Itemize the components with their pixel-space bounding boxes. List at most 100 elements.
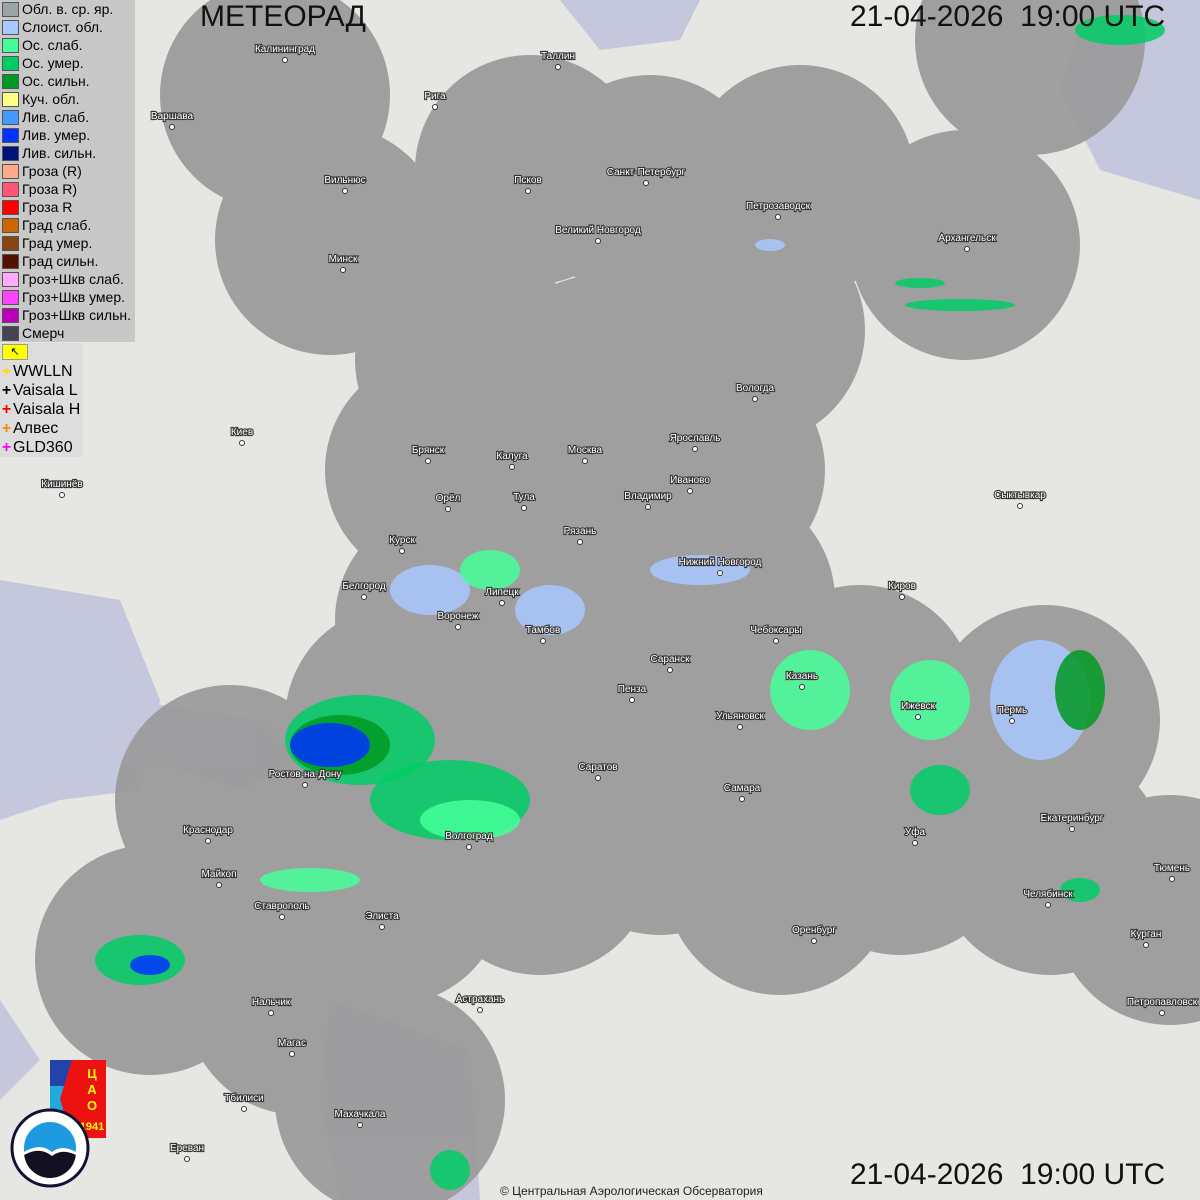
city-label: Тбилиси [224,1092,263,1104]
lightning-source-toggle[interactable]: + GLD360 [0,438,80,457]
city-label: Рига [424,91,446,102]
city-marker [521,505,527,511]
city-label: Сыктывкар [994,490,1046,501]
lightning-source-toggle[interactable]: + Vaisala L [0,381,80,400]
city-marker [279,914,285,920]
city-label: Санкт-Петербург [607,166,686,178]
precip-echo [890,660,970,740]
city-label: Псков [514,175,542,186]
legend-item: Слоист. обл. [0,18,133,36]
city-marker [1009,718,1015,724]
legend-item: Град сильн. [0,252,133,270]
legend-item: Обл. в. ср. яр. [0,0,133,18]
city-marker [915,714,921,720]
lightning-source-toggle[interactable]: + WWLLN [0,362,80,381]
lightning-label: Алвес [13,420,59,437]
city-marker [205,838,211,844]
city-marker [525,188,531,194]
radar-circle [850,130,1080,360]
legend-label: Гроза R) [22,181,78,197]
radar-coverage [35,0,1200,1200]
city-marker [1143,942,1149,948]
roshydromet-logo [10,1108,90,1188]
city-marker [687,488,693,494]
city-label: Вильнюс [324,175,365,186]
legend-swatch [2,73,19,89]
legend-label: Ос. сильн. [22,73,90,89]
precip-echo [650,555,750,585]
lightning-source-toggle[interactable]: + Алвес [0,419,80,438]
city-marker [540,638,546,644]
legend-swatch [2,235,19,251]
legend-label: Смерч [22,325,65,341]
legend-item: Гроза R) [0,180,133,198]
city-label: Иваново [670,475,710,486]
radar-circle [1055,795,1200,1025]
legend-item: Смерч [0,324,133,342]
city-marker [455,624,461,630]
precip-echo [1060,878,1100,902]
lightning-label: Vaisala H [13,401,81,418]
city-label: Тула [513,492,535,503]
city-label: Самара [724,783,761,794]
city-label: Минск [329,254,358,265]
city-marker [239,440,245,446]
legend-item: Лив. умер. [0,126,133,144]
precip-echo [390,565,470,615]
radar-circle [275,985,505,1200]
legend-item: Гроз+Шкв слаб. [0,270,133,288]
legend-label: Гроз+Шкв сильн. [22,307,131,323]
city-marker [811,938,817,944]
city-marker [184,1156,190,1162]
city-label: Махачкала [335,1109,386,1120]
city-marker [282,57,288,63]
legend-swatch [2,307,19,323]
city-marker [645,504,651,510]
precip-echo [905,299,1015,311]
precip-echo [460,550,520,590]
city-marker [899,594,905,600]
legend-swatch [2,1,19,17]
precip-echo [755,239,785,251]
legend-swatch [2,37,19,53]
legend-label: Град сильн. [22,253,99,269]
legend-swatch [2,55,19,71]
city-label: Киров [888,581,916,592]
legend-label: Гроз+Шкв слаб. [22,271,124,287]
city-label: Краснодар [183,825,233,836]
city-label: Волгоград [445,831,493,842]
city-marker [595,238,601,244]
city-marker [717,570,723,576]
legend-label: Куч. обл. [22,91,80,107]
legend-swatch [2,199,19,215]
city-label: Казань [786,671,818,682]
city-marker [340,267,346,273]
city-label: Кишинёв [41,479,82,490]
city-marker [964,246,970,252]
city-label: Великий Новгород [555,225,641,236]
svg-text:О: О [87,1098,97,1113]
precip-echo [895,278,945,288]
city-marker [499,600,505,606]
city-marker [216,882,222,888]
datetime-top: 21-04-2026 19:00 UTC [850,0,1166,33]
legend-label: Слоист. обл. [22,19,103,35]
city-labels: Калининград Таллин Рига Варшава Санкт-Петерб… [40,43,1199,1162]
city-marker [555,64,561,70]
city-marker [399,548,405,554]
city-label: Магас [278,1038,306,1049]
city-label: Таллин [541,51,575,62]
city-label: Петрозаводск [746,201,811,212]
city-marker [1069,826,1075,832]
svg-text:1941: 1941 [80,1121,104,1133]
lightning-source-toggle[interactable]: + Vaisala H [0,400,80,419]
legend-item: Град слаб. [0,216,133,234]
corner-arrow-icon[interactable]: ↖ [2,344,28,360]
city-marker [466,844,472,850]
precipitation-legend: Обл. в. ср. яр. Слоист. обл. Ос. слаб. Ос. … [0,0,135,342]
city-label: Нижний Новгород [679,557,762,568]
legend-item: Гроза (R) [0,162,133,180]
legend-label: Лив. слаб. [22,109,90,125]
city-marker [342,188,348,194]
